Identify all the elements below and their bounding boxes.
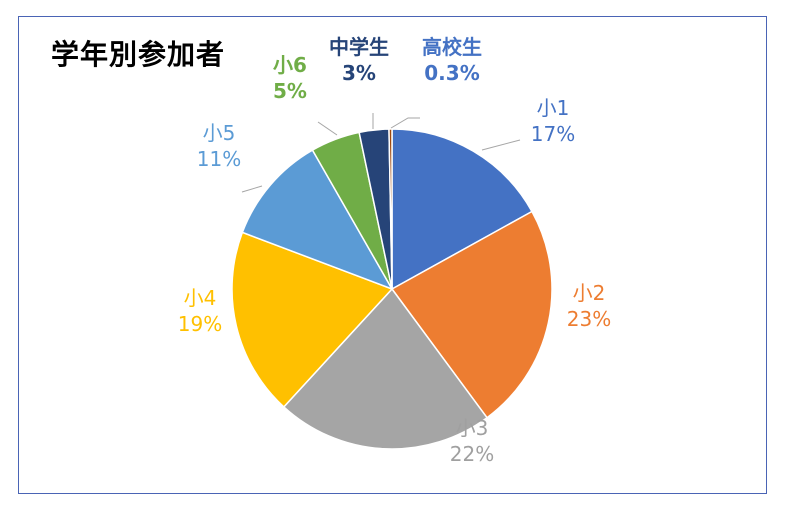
leader-line-8 — [390, 117, 420, 129]
data-label-5: 小5 11% — [197, 120, 241, 172]
data-label-4: 小4 19% — [178, 285, 222, 337]
data-label-value: 22% — [449, 442, 495, 466]
pie-slice-5 — [241, 149, 394, 291]
data-label-value: 0.3% — [424, 61, 480, 85]
data-label-1: 小1 17% — [531, 95, 575, 147]
leader-line-1 — [481, 139, 521, 151]
data-label-category: 小1 — [536, 96, 570, 120]
data-label-category: 小2 — [572, 281, 606, 305]
data-label-value: 3% — [342, 61, 376, 85]
data-label-2: 小2 23% — [567, 280, 611, 332]
data-label-category: 中学生 — [329, 35, 389, 59]
chart-title: 学年別参加者 — [51, 38, 226, 71]
data-label-category: 小4 — [183, 286, 217, 310]
data-label-3: 小3 22% — [450, 415, 494, 467]
leader-line-6 — [317, 121, 338, 136]
pie-slice-3 — [282, 287, 489, 450]
data-label-value: 23% — [566, 307, 612, 331]
pie-slice-1 — [391, 128, 533, 291]
data-label-8: 高校生 0.3% — [422, 34, 482, 86]
data-label-value: 5% — [273, 79, 307, 103]
data-label-value: 11% — [196, 147, 242, 171]
data-label-6: 小6 5% — [273, 52, 307, 104]
pie-slice-4 — [231, 231, 394, 408]
data-label-category: 小6 — [273, 53, 307, 77]
leader-line-5 — [241, 185, 263, 193]
data-label-value: 17% — [530, 122, 576, 146]
pie-slice-2 — [390, 210, 553, 419]
pie-slice-8 — [388, 128, 393, 290]
data-label-category: 小5 — [202, 121, 236, 145]
data-label-7: 中学生 3% — [329, 34, 389, 86]
data-label-category: 小3 — [455, 416, 489, 440]
data-label-category: 高校生 — [422, 35, 482, 59]
data-label-value: 19% — [177, 312, 223, 336]
